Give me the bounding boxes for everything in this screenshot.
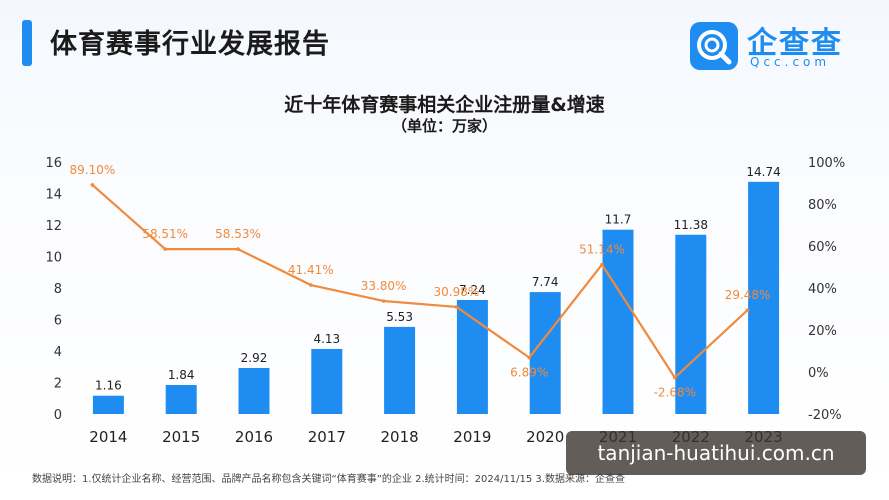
y-left-tick-label: 2 [54, 377, 62, 392]
bar-value-label: 14.74 [746, 165, 780, 179]
growth-rate-label: 58.53% [215, 227, 261, 241]
bar-2018 [384, 326, 416, 414]
growth-rate-label: 41.41% [288, 263, 334, 277]
y-left-tick-label: 16 [45, 156, 62, 171]
growth-rate-point [745, 308, 750, 312]
logo-name: 企查查 [747, 26, 843, 61]
bar-2014 [92, 395, 124, 414]
x-tick-label: 2017 [308, 428, 346, 446]
growth-rate-point [673, 375, 677, 380]
bar-2017 [311, 348, 343, 414]
growth-rate-label: 6.89% [510, 366, 548, 380]
growth-rate-label: 30.98% [434, 285, 480, 299]
qcc-logo-icon [690, 22, 738, 70]
growth-rate-point [163, 247, 167, 251]
x-tick-label: 2019 [453, 428, 491, 446]
bar-2022 [675, 234, 707, 414]
y-right-tick-label: 0% [808, 366, 829, 381]
growth-rate-point [309, 283, 313, 287]
chart-subtitle: （单位：万家） [391, 117, 497, 135]
y-left-tick-label: 4 [54, 345, 62, 360]
growth-rate-point [600, 262, 604, 267]
bar-value-label: 7.74 [532, 275, 559, 289]
bar-2015 [165, 385, 197, 414]
x-tick-label: 2020 [526, 428, 564, 446]
logo-domain: Qcc.com [750, 55, 831, 69]
growth-rate-label: 29.48% [725, 288, 771, 302]
qcc-logo: 企查查 Qcc.com [690, 22, 870, 70]
growth-rate-label: 51.14% [579, 243, 625, 257]
bar-value-label: 5.53 [386, 310, 413, 324]
growth-rate-point [381, 299, 386, 303]
y-left-tick-label: 8 [54, 282, 62, 297]
growth-rate-point [527, 355, 531, 360]
x-tick-label: 2014 [89, 428, 127, 446]
growth-rate-point [454, 305, 459, 309]
growth-rate-line [91, 184, 749, 379]
y-right-tick-label: 60% [808, 240, 837, 255]
y-right-tick-label: -20% [808, 408, 842, 423]
y-left-tick-label: 0 [54, 408, 62, 423]
bar-value-label: 4.13 [313, 332, 340, 346]
bar-value-label: 7.24 [459, 283, 486, 297]
bar-value-label: 11.38 [674, 218, 708, 232]
growth-rate-label: 58.51% [142, 227, 188, 241]
y-right-tick-label: 40% [808, 282, 837, 297]
growth-rate-label: 33.80% [361, 279, 407, 293]
growth-rate-point [236, 247, 240, 251]
growth-rate-label: 89.10% [70, 163, 116, 177]
y-left-tick-label: 14 [45, 188, 62, 203]
growth-rate-point [90, 183, 95, 187]
bar-value-label: 11.7 [605, 213, 632, 227]
chart-title: 近十年体育赛事相关企业注册量&增速 [284, 94, 605, 116]
bar-2016 [238, 368, 270, 414]
y-left-tick-label: 6 [54, 314, 62, 329]
x-tick-label: 2015 [162, 428, 200, 446]
bar-value-label: 1.16 [95, 379, 122, 393]
y-right-tick-label: 20% [808, 324, 837, 339]
growth-rate-label: -2.68% [654, 386, 696, 400]
bar-2023 [748, 181, 780, 414]
y-left-tick-label: 10 [45, 251, 62, 266]
bar-value-label: 1.84 [168, 368, 195, 382]
title-accent-bar [22, 20, 32, 66]
watermark: tanjian-huatihui.com.cn [566, 431, 866, 475]
x-tick-label: 2018 [381, 428, 419, 446]
y-right-tick-label: 80% [808, 198, 837, 213]
bar-2020 [529, 292, 561, 414]
bar-value-label: 2.92 [241, 351, 268, 365]
x-tick-label: 2016 [235, 428, 273, 446]
page-title: 体育赛事行业发展报告 [50, 29, 330, 60]
bar-2021 [602, 229, 634, 414]
y-left-tick-label: 12 [45, 219, 62, 234]
y-right-tick-label: 100% [808, 156, 845, 171]
data-footnote: 数据说明：1.仅统计企业名称、经营范围、品牌产品名称包含关键词“体育赛事”的企业… [32, 474, 625, 485]
